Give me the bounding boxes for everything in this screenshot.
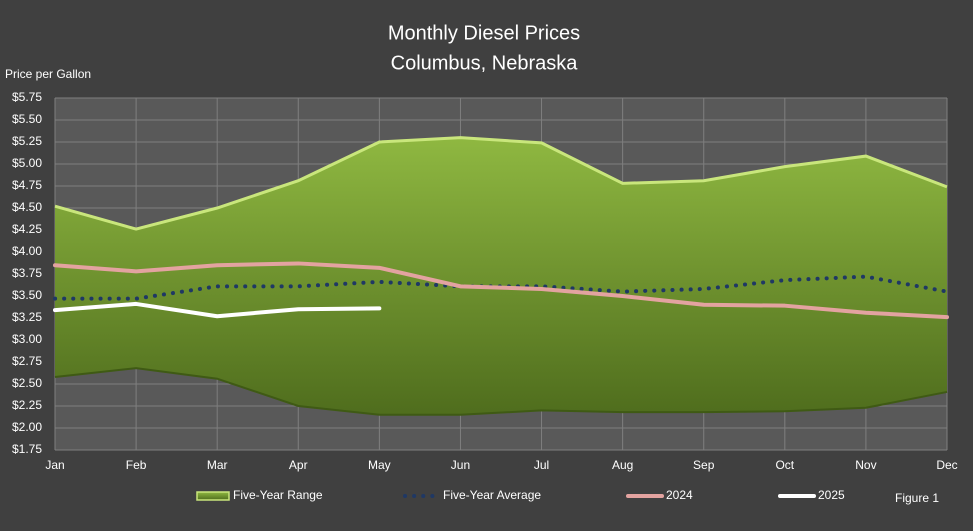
- figure-label: Figure 1: [895, 491, 939, 505]
- x-tick-label: Dec: [936, 458, 957, 472]
- y-tick-label: $1.75: [12, 442, 42, 456]
- y-axis-label: Price per Gallon: [5, 67, 91, 81]
- legend-label: 2024: [666, 488, 693, 502]
- range-area: [55, 137, 947, 415]
- y-tick-label: $2.25: [12, 398, 42, 412]
- y-tick-label: $4.00: [12, 244, 42, 258]
- y-tick-label: $4.50: [12, 200, 42, 214]
- y-tick-label: $2.75: [12, 354, 42, 368]
- y-tick-label: $3.00: [12, 332, 42, 346]
- y-tick-label: $2.00: [12, 420, 42, 434]
- legend-label: Five-Year Range: [233, 488, 323, 502]
- x-tick-label: Nov: [855, 458, 876, 472]
- legend-swatch: [196, 491, 230, 501]
- x-tick-label: Apr: [289, 458, 308, 472]
- x-tick-label: Oct: [775, 458, 794, 472]
- legend-label: Five-Year Average: [443, 488, 541, 502]
- series-line: [53, 301, 382, 319]
- x-tick-label: May: [368, 458, 391, 472]
- range-lower-edge: [54, 367, 948, 416]
- y-tick-label: $5.75: [12, 90, 42, 104]
- y-tick-label: $5.50: [12, 112, 42, 126]
- y-tick-label: $3.50: [12, 288, 42, 302]
- x-tick-label: Sep: [693, 458, 715, 472]
- y-tick-label: $3.75: [12, 266, 42, 280]
- series-line: [53, 261, 949, 320]
- legend-label: 2025: [818, 488, 845, 502]
- y-tick-label: $3.25: [12, 310, 42, 324]
- x-tick-label: Aug: [612, 458, 633, 472]
- x-tick-label: Jun: [451, 458, 470, 472]
- chart-title: Monthly Diesel Prices: [388, 22, 580, 44]
- y-tick-label: $5.25: [12, 134, 42, 148]
- y-tick-label: $5.00: [12, 156, 42, 170]
- x-tick-label: Jan: [45, 458, 64, 472]
- range-upper-edge: [54, 136, 948, 231]
- x-tick-label: Jul: [534, 458, 549, 472]
- chart-subtitle: Columbus, Nebraska: [391, 52, 579, 74]
- y-tick-label: $4.25: [12, 222, 42, 236]
- y-tick-label: $4.75: [12, 178, 42, 192]
- x-tick-label: Mar: [207, 458, 228, 472]
- y-tick-label: $2.50: [12, 376, 42, 390]
- x-tick-label: Feb: [126, 458, 147, 472]
